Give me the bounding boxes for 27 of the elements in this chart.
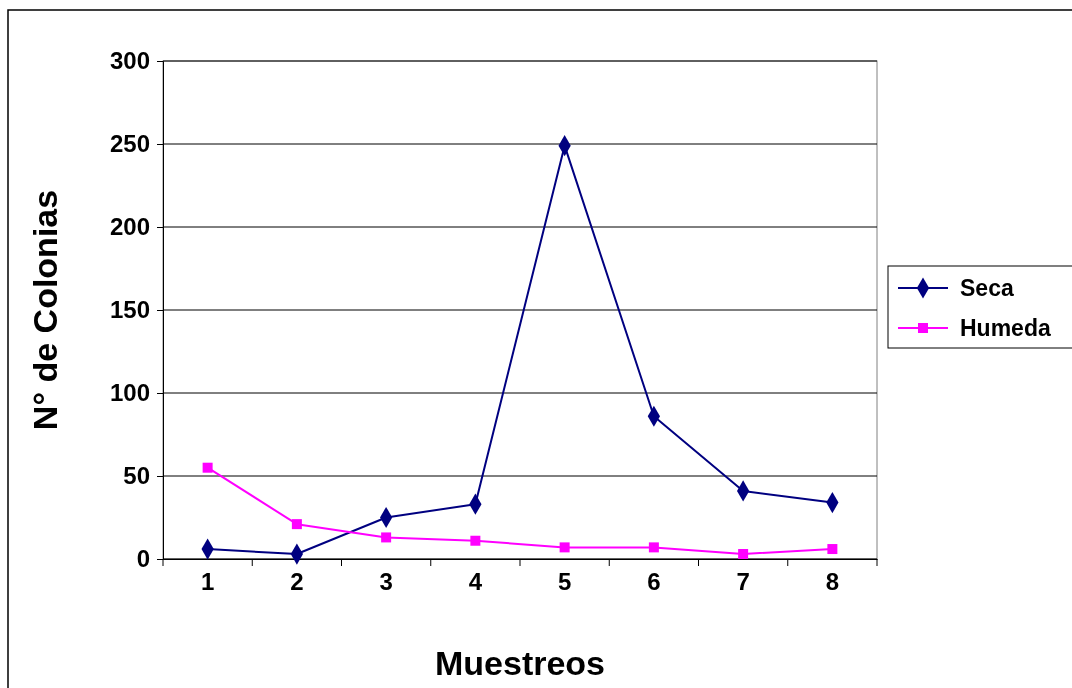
y-axis-title: N° de Colonias — [26, 189, 64, 431]
point — [648, 542, 659, 553]
point — [381, 532, 392, 543]
x-tick-label: 7 — [736, 568, 750, 595]
point — [738, 549, 749, 560]
point — [470, 535, 481, 546]
x-tick-label: 2 — [290, 568, 304, 595]
y-tick-label: 200 — [109, 213, 150, 241]
x-tick-label: 3 — [379, 568, 393, 595]
y-tick-label: 150 — [109, 296, 150, 324]
point — [291, 519, 302, 530]
x-tick-label: 5 — [557, 568, 572, 595]
legend-label: Humeda — [960, 315, 1051, 341]
y-tick-label: 300 — [109, 47, 150, 75]
x-axis-title: Muestreos — [434, 644, 606, 682]
point — [827, 544, 838, 555]
x-tick-label: 1 — [200, 568, 215, 595]
y-tick-label: 0 — [136, 545, 150, 573]
x-tick-label: 6 — [647, 568, 661, 595]
point — [559, 542, 570, 553]
y-tick-label: 100 — [109, 379, 150, 407]
x-tick-label: 8 — [825, 568, 840, 595]
y-tick-label: 250 — [109, 130, 150, 158]
point — [202, 462, 213, 473]
legend-label: Seca — [960, 275, 1014, 301]
y-tick-label: 50 — [123, 462, 150, 490]
x-tick-label: 4 — [468, 568, 483, 595]
